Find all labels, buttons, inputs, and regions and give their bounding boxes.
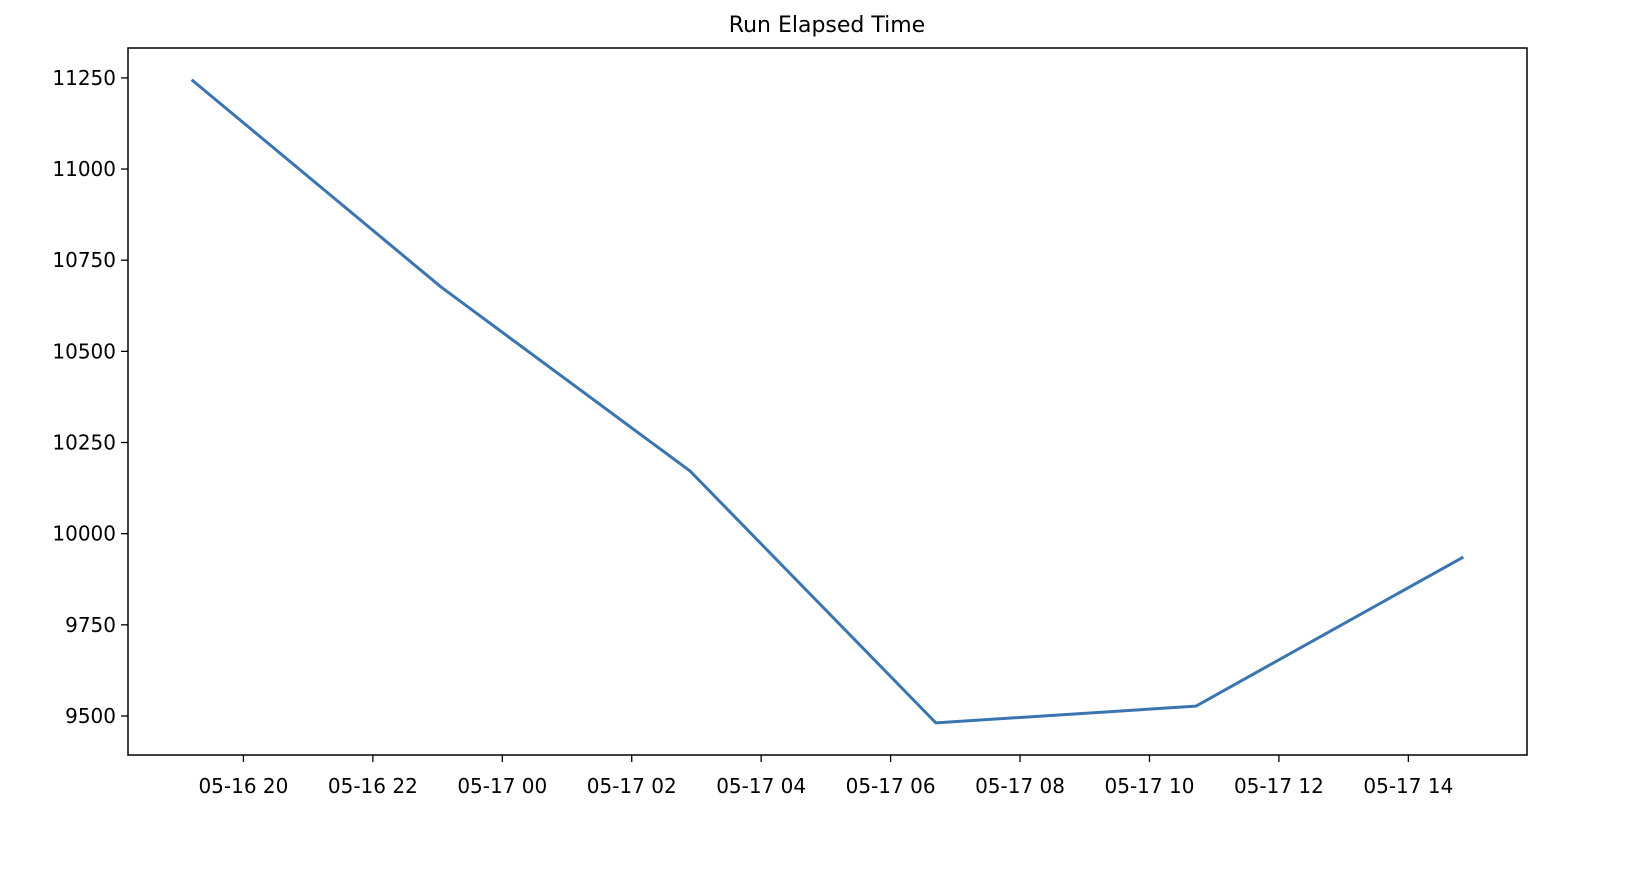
- y-tick-label: 11000: [52, 157, 116, 181]
- y-tick-label: 9750: [65, 613, 116, 637]
- x-tick-label: 05-17 06: [846, 774, 936, 798]
- y-tick-label: 9500: [65, 704, 116, 728]
- y-tick-label: 10250: [52, 431, 116, 455]
- y-tick-label: 10500: [52, 339, 116, 363]
- x-tick-label: 05-17 12: [1234, 774, 1324, 798]
- x-tick-label: 05-17 04: [716, 774, 806, 798]
- series-line: [190, 78, 1465, 725]
- y-tick-label: 11250: [52, 66, 116, 90]
- x-tick-label: 05-17 08: [975, 774, 1065, 798]
- x-tick-label: 05-17 14: [1363, 774, 1453, 798]
- y-tick-label: 10000: [52, 522, 116, 546]
- x-tick-label: 05-17 10: [1105, 774, 1195, 798]
- plot-frame: [127, 47, 1528, 756]
- x-tick-label: 05-17 00: [457, 774, 547, 798]
- y-tick-label: 10750: [52, 248, 116, 272]
- x-tick-label: 05-16 22: [328, 774, 418, 798]
- x-tick-label: 05-17 02: [587, 774, 677, 798]
- chart-title: Run Elapsed Time: [729, 13, 925, 38]
- x-tick-label: 05-16 20: [198, 774, 288, 798]
